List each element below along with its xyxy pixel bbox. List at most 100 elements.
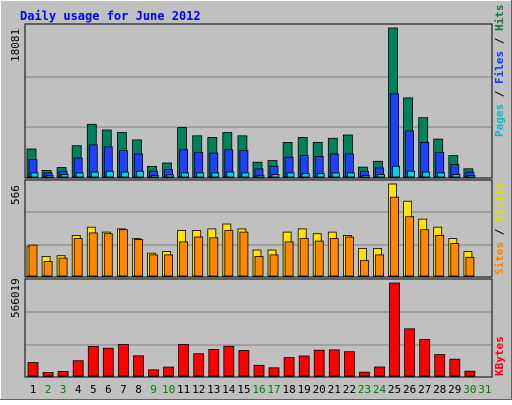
bar-kbytes-day-8	[133, 355, 144, 377]
kbytes-panel	[24, 278, 493, 378]
x-label-day-11: 11	[177, 383, 190, 396]
bar-sites-day-14	[224, 230, 234, 277]
hits-files-pages-legend: Pages / Files / Hits	[493, 5, 506, 138]
x-label-day-1: 1	[30, 383, 37, 396]
bar-sites-day-15	[239, 231, 249, 277]
bar-sites-day-3	[58, 257, 68, 277]
x-label-day-18: 18	[282, 383, 295, 396]
bar-sites-day-1	[28, 244, 38, 277]
bar-kbytes-day-30	[464, 370, 476, 377]
bar-kbytes-day-23	[358, 371, 370, 377]
bar-pages-day-21	[331, 172, 340, 178]
bar-kbytes-day-18	[283, 357, 295, 377]
x-label-day-29: 29	[448, 383, 461, 396]
x-label-day-6: 6	[105, 383, 112, 396]
x-label-day-13: 13	[207, 383, 220, 396]
x-label-day-10: 10	[162, 383, 175, 396]
bar-sites-day-13	[209, 237, 219, 277]
bar-sites-day-7	[119, 229, 128, 277]
bar-kbytes-day-26	[404, 328, 416, 377]
x-label-day-3: 3	[60, 383, 67, 396]
bar-pages-day-15	[241, 172, 250, 178]
bar-sites-day-24	[375, 254, 384, 277]
x-label-day-2: 2	[45, 383, 52, 396]
visits-ymax-label: 566	[9, 185, 22, 205]
x-label-day-9: 9	[150, 383, 157, 396]
x-label-day-28: 28	[433, 383, 446, 396]
visits-sites-panel	[24, 179, 493, 278]
x-label-day-31: 31	[478, 383, 491, 396]
bar-pages-day-18	[286, 172, 295, 178]
bar-sites-day-29	[450, 243, 460, 277]
x-label-day-23: 23	[358, 383, 371, 396]
bar-pages-day-14	[226, 171, 235, 178]
bar-sites-day-18	[284, 241, 294, 277]
bar-kbytes-day-5	[87, 345, 99, 377]
x-label-day-24: 24	[373, 383, 387, 396]
bar-kbytes-day-1	[27, 362, 39, 377]
x-label-day-21: 21	[328, 383, 341, 396]
kbytes-ymax-label: 566019	[9, 278, 22, 318]
bar-pages-day-7	[121, 171, 129, 178]
bar-kbytes-day-11	[178, 344, 190, 377]
bar-kbytes-day-25	[389, 282, 400, 377]
bar-pages-day-3	[60, 174, 69, 178]
visits-sites-legend: Sites / Visits	[493, 182, 506, 275]
bar-sites-day-26	[405, 216, 415, 277]
bar-kbytes-day-14	[223, 345, 235, 377]
bar-sites-day-20	[314, 240, 324, 277]
bar-pages-day-23	[361, 174, 370, 178]
x-label-day-16: 16	[252, 383, 265, 396]
bar-sites-day-30	[465, 256, 475, 277]
bar-kbytes-day-6	[102, 347, 114, 377]
bar-pages-day-8	[136, 170, 144, 178]
bar-pages-day-10	[166, 174, 175, 178]
legend-part: Visits	[493, 182, 506, 222]
bar-sites-day-8	[134, 238, 143, 277]
x-label-day-17: 17	[267, 383, 280, 396]
legend-part: KBytes	[493, 336, 506, 376]
bar-sites-day-21	[329, 238, 339, 277]
bar-pages-day-19	[301, 173, 310, 178]
bar-sites-day-4	[73, 238, 83, 277]
x-label-day-19: 19	[298, 383, 311, 396]
bar-kbytes-day-29	[449, 358, 461, 377]
bar-kbytes-day-7	[118, 344, 129, 377]
bar-sites-day-17	[269, 254, 279, 277]
bar-pages-day-5	[90, 171, 99, 178]
bar-sites-day-12	[194, 236, 204, 277]
bar-sites-day-6	[103, 233, 113, 277]
bar-pages-day-29	[452, 174, 461, 178]
x-label-day-14: 14	[222, 383, 236, 396]
bar-pages-day-30	[467, 174, 476, 178]
x-label-day-15: 15	[237, 383, 250, 396]
x-label-day-30: 30	[463, 383, 476, 396]
bar-sites-day-19	[299, 238, 309, 277]
x-label-day-20: 20	[313, 383, 326, 396]
x-label-day-4: 4	[75, 383, 82, 396]
legend-part: Sites	[493, 242, 506, 275]
x-label-day-7: 7	[120, 383, 127, 396]
bar-kbytes-day-27	[419, 339, 431, 377]
legend-part: Pages	[493, 104, 506, 137]
legend-part: Hits	[493, 5, 506, 32]
bar-files-day-25	[390, 93, 399, 178]
bar-sites-day-28	[435, 234, 445, 277]
bar-kbytes-day-9	[148, 369, 159, 377]
bar-kbytes-day-28	[434, 354, 446, 377]
bar-sites-day-25	[390, 196, 399, 277]
hits-ymax-label: 18081	[9, 29, 22, 62]
bar-pages-day-25	[392, 165, 400, 178]
legend-part: /	[493, 31, 506, 51]
bar-sites-day-22	[344, 236, 354, 277]
bar-pages-day-6	[105, 170, 114, 178]
bar-kbytes-day-15	[238, 350, 250, 377]
bar-sites-day-11	[179, 241, 189, 277]
bar-pages-day-27	[422, 171, 431, 178]
hits-files-pages-panel	[24, 23, 493, 179]
bar-kbytes-day-16	[253, 364, 265, 377]
x-label-day-25: 25	[388, 383, 401, 396]
bar-pages-day-26	[407, 170, 416, 178]
bar-kbytes-day-3	[57, 370, 69, 377]
